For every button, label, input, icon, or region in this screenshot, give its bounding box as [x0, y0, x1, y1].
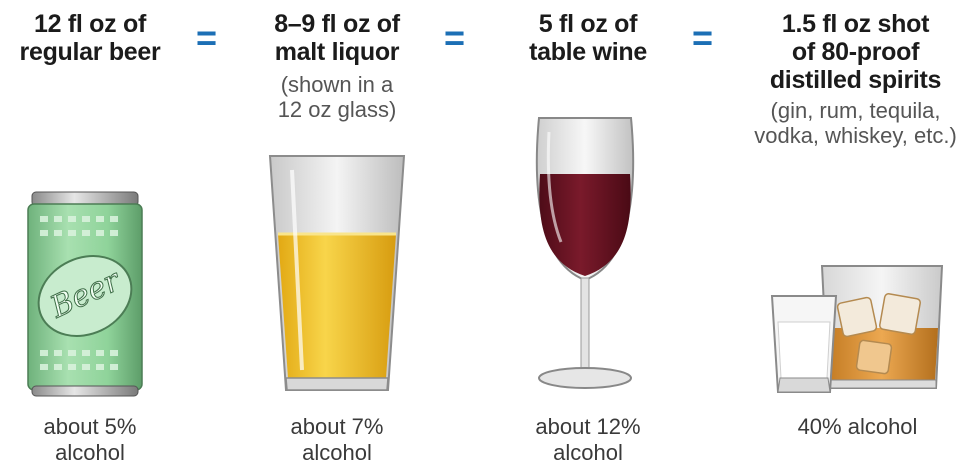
malt-liquor-title-line: malt liquor [274, 38, 400, 66]
malt-liquor-note-line: 12 oz glass) [277, 97, 397, 122]
wine-caption: about 12% alcohol [508, 414, 668, 466]
equals-sign: = [196, 17, 218, 58]
wine-glass-illustration [535, 117, 635, 389]
beer-caption-line: about 5% [43, 414, 137, 439]
malt-liquor-glass-illustration [268, 155, 406, 391]
spirits-caption-line: 40% alcohol [797, 414, 918, 439]
equals-sign: = [444, 17, 466, 58]
wine-caption-line: alcohol [553, 440, 623, 465]
spirits-title: 1.5 fl oz shot of 80-proof distilled spi… [748, 10, 963, 94]
malt-liquor-caption: about 7% alcohol [252, 414, 422, 466]
beer-can-illustration: Beer [27, 191, 143, 397]
spirits-caption: 40% alcohol [760, 414, 955, 440]
malt-liquor-caption-line: alcohol [302, 440, 372, 465]
spirits-note: (gin, rum, tequila, vodka, whiskey, etc.… [748, 98, 963, 148]
beer-title: 12 fl oz of regular beer [10, 10, 170, 66]
malt-liquor-title: 8–9 fl oz of malt liquor [252, 10, 422, 66]
spirits-title-line: of 80-proof [791, 38, 920, 66]
spirits-title-line: distilled spirits [769, 66, 942, 94]
wine-title: 5 fl oz of table wine [508, 10, 668, 66]
malt-liquor-note-line: (shown in a [280, 72, 394, 97]
malt-liquor-caption-line: about 7% [290, 414, 384, 439]
spirits-title-line: 1.5 fl oz shot [781, 10, 930, 38]
spirits-note-line: (gin, rum, tequila, [770, 98, 941, 123]
equals-sign: = [692, 17, 714, 58]
beer-title-line: 12 fl oz of [34, 10, 146, 38]
spirits-glasses-illustration [770, 265, 944, 393]
spirits-note-line: vodka, whiskey, etc.) [754, 123, 957, 148]
malt-liquor-title-line: 8–9 fl oz of [274, 10, 400, 38]
beer-title-line: regular beer [19, 38, 161, 66]
wine-caption-line: about 12% [535, 414, 641, 439]
beer-caption: about 5% alcohol [10, 414, 170, 466]
wine-title-line: 5 fl oz of [538, 10, 638, 38]
beer-caption-line: alcohol [55, 440, 125, 465]
malt-liquor-note: (shown in a 12 oz glass) [252, 72, 422, 122]
wine-title-line: table wine [529, 38, 647, 66]
